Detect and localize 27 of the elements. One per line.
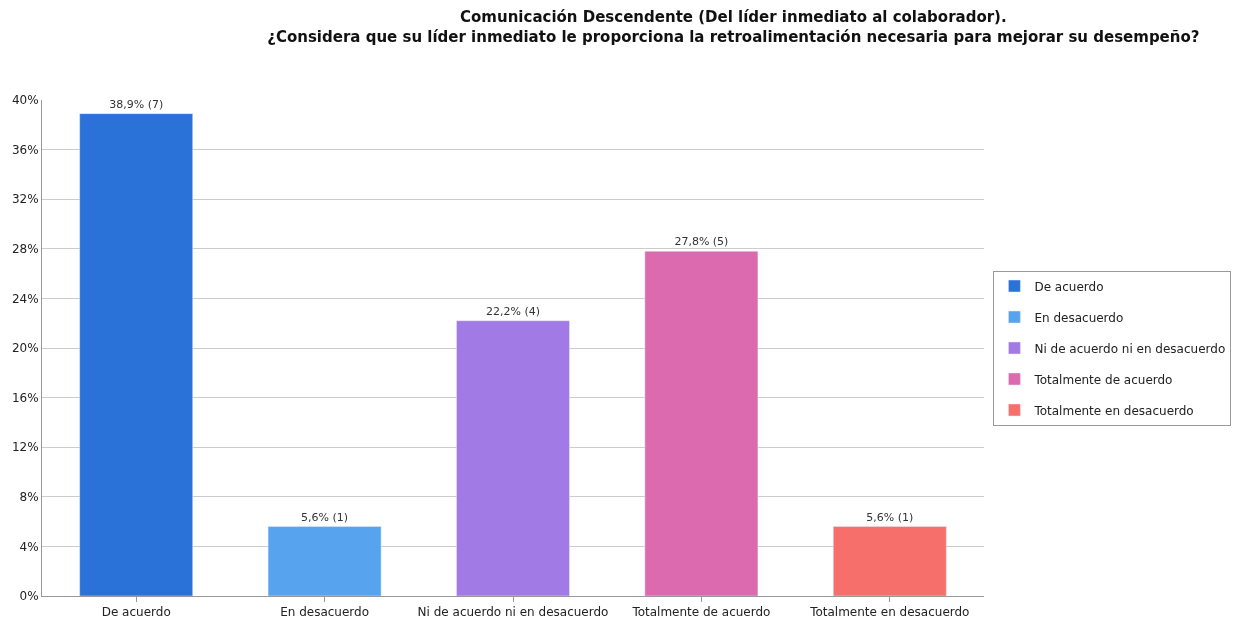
y-tick-label: 32% (11, 192, 39, 207)
x-tick-label: Totalmente en desacuerdo (809, 605, 970, 620)
legend-label: Ni de acuerdo ni en desacuerdo (1034, 341, 1226, 356)
y-tick-label: 20% (11, 341, 39, 356)
data-label: 27,8% (5) (674, 235, 729, 249)
x-tick-label: En desacuerdo (280, 605, 370, 620)
y-tick-label: 0% (19, 589, 39, 604)
y-tick-label: 8% (19, 490, 39, 504)
y-tick-label: 28% (11, 242, 39, 256)
x-tick-label: Ni de acuerdo ni en desacuerdo (417, 605, 609, 620)
legend-label: De acuerdo (1034, 279, 1104, 294)
data-label: 5,6% (1) (301, 510, 349, 524)
y-tick-label: 12% (11, 440, 39, 455)
y-tick-label: 40% (11, 93, 39, 108)
chart-title: Comunicación Descendente (Del líder inmediato al colaborador). ¿Considera que su líder inmediato le proporciona la retroalimentación necesaria para mejorar su desempeño? (267, 8, 1200, 46)
x-tick-label: Totalmente de acuerdo (631, 605, 771, 620)
y-tick-label: 16% (11, 390, 39, 405)
legend-label: Totalmente en desacuerdo (1033, 403, 1194, 418)
legend-label: Totalmente de acuerdo (1033, 372, 1173, 387)
data-label: 38,9% (7) (109, 97, 164, 111)
y-tick-label: 36% (11, 142, 39, 157)
y-tick-label: 24% (11, 291, 39, 306)
legend-label: En desacuerdo (1034, 310, 1124, 325)
data-label: 22,2% (4) (485, 304, 541, 318)
data-label: 5,6% (1) (866, 510, 914, 524)
x-tick-label: De acuerdo (101, 605, 171, 620)
y-tick-label: 4% (19, 539, 39, 554)
